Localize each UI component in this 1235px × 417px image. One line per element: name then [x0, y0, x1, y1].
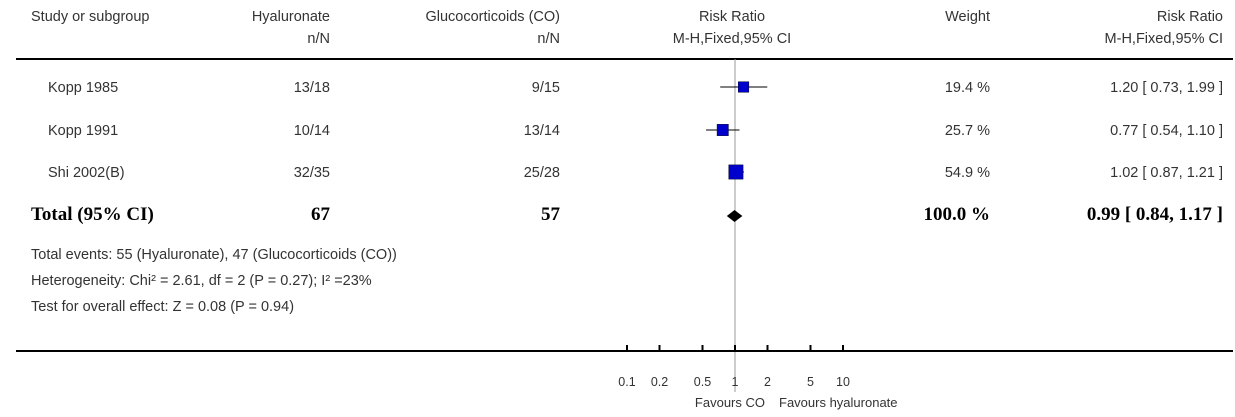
study-name: Kopp 1985	[48, 80, 119, 96]
total-ci-text: 0.99 [ 0.84, 1.17 ]	[1086, 204, 1223, 225]
study-name: Kopp 1991	[48, 123, 119, 139]
header-group1-sub: n/N	[307, 31, 330, 47]
footnote-overall-effect: Test for overall effect: Z = 0.08 (P = 0…	[31, 299, 295, 315]
study-weight: 19.4 %	[944, 80, 990, 96]
axis-tick-label: 1	[732, 375, 739, 389]
axis-tick-label: 2	[764, 375, 771, 389]
favours-left-label: Favours CO	[694, 395, 765, 410]
total-weight: 100.0 %	[923, 204, 991, 225]
bottom-rule	[16, 350, 1233, 352]
header-risk-ratio-method-2: M-H,Fixed,95% CI	[1104, 31, 1223, 47]
header-risk-ratio: Risk Ratio	[698, 9, 766, 25]
study-ci-text: 1.02 [ 0.87, 1.21 ]	[1110, 165, 1223, 181]
header-rule	[16, 58, 1233, 60]
header-risk-ratio-2: Risk Ratio	[1156, 9, 1223, 25]
footnote-heterogeneity: Heterogeneity: Chi² = 2.61, df = 2 (P = …	[31, 273, 372, 289]
axis-tick-label: 0.2	[651, 375, 668, 389]
total-label: Total (95% CI)	[31, 204, 154, 225]
total-group1: 67	[311, 204, 330, 225]
axis-tick-label: 5	[807, 375, 814, 389]
study-group1: 10/14	[293, 123, 330, 139]
study-ci-text: 0.77 [ 0.54, 1.10 ]	[1110, 123, 1223, 139]
header-risk-ratio-method: M-H,Fixed,95% CI	[672, 31, 792, 47]
header-group2-sub: n/N	[537, 31, 560, 47]
axis-tick-label: 0.1	[618, 375, 635, 389]
header-group2: Glucocorticoids (CO)	[425, 9, 560, 25]
total-group2: 57	[541, 204, 560, 225]
study-name: Shi 2002(B)	[48, 165, 125, 181]
study-weight: 25.7 %	[944, 123, 990, 139]
effect-marker	[728, 164, 744, 180]
header-study: Study or subgroup	[31, 9, 150, 25]
study-group2: 25/28	[523, 165, 560, 181]
study-weight: 54.9 %	[944, 165, 990, 181]
axis-tick-label: 10	[836, 375, 850, 389]
study-ci-text: 1.20 [ 0.73, 1.99 ]	[1110, 80, 1223, 96]
header-group1: Hyaluronate	[251, 9, 330, 25]
study-group2: 9/15	[531, 80, 560, 96]
effect-marker	[716, 124, 729, 136]
axis-tick-label: 0.5	[694, 375, 711, 389]
pooled-diamond	[726, 210, 743, 222]
favours-right-label: Favours hyaluronate	[779, 395, 898, 410]
header-weight: Weight	[945, 9, 990, 25]
study-group1: 13/18	[293, 80, 330, 96]
study-group2: 13/14	[523, 123, 560, 139]
footnote-events: Total events: 55 (Hyaluronate), 47 (Gluc…	[31, 247, 397, 263]
study-group1: 32/35	[293, 165, 330, 181]
effect-marker	[738, 81, 750, 93]
